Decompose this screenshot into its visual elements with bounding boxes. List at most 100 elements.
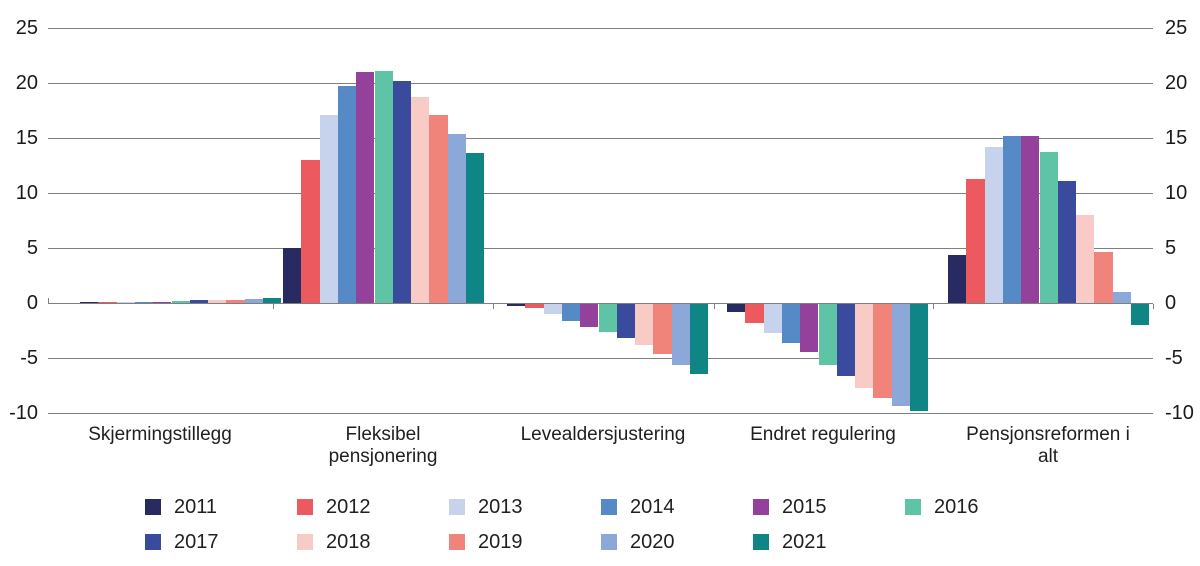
gridline: [48, 83, 1153, 84]
bar-2016-cat1: [374, 70, 393, 303]
legend-item-2020: 2020: [601, 529, 753, 555]
legend-item-2013: 2013: [449, 494, 601, 520]
x-axis-tick: [48, 298, 49, 303]
bar-2011-cat0: [80, 302, 99, 303]
bar-2017-cat4: [1057, 180, 1077, 303]
legend-swatch: [753, 499, 769, 515]
legend-swatch: [297, 499, 313, 515]
legend-label: 2020: [630, 530, 675, 553]
gridline: [48, 138, 1153, 139]
y-axis-tick-label-right: 15: [1165, 127, 1188, 149]
y-axis-tick-label-left: 25: [15, 17, 38, 39]
bar-2015-cat3: [800, 304, 819, 353]
legend-item-2012: 2012: [297, 494, 449, 520]
legend-label: 2012: [326, 495, 371, 518]
category-label: Pensjonsreformen i alt: [918, 424, 1178, 468]
gridline: [48, 28, 1153, 29]
y-axis-tick-label-right: 10: [1165, 182, 1188, 204]
bar-2019-cat3: [873, 304, 892, 398]
gridline: [48, 248, 1153, 249]
bar-2018-cat4: [1076, 215, 1095, 303]
bar-2016-cat2: [598, 304, 617, 332]
bar-2017-cat1: [392, 80, 412, 303]
category-label-line: Endret regulering: [750, 424, 896, 445]
y-axis-tick-label-left: -5: [20, 347, 38, 369]
bar-2014-cat2: [561, 304, 581, 321]
legend-swatch: [145, 534, 161, 550]
bar-2013-cat0: [116, 301, 135, 303]
bar-2013-cat4: [984, 146, 1003, 303]
bar-2016-cat4: [1039, 152, 1058, 303]
y-axis-tick-label-left: 10: [15, 182, 38, 204]
y-axis-tick-label-right: 25: [1165, 17, 1188, 39]
legend-item-2016: 2016: [905, 494, 1057, 520]
y-axis-tick-label-left: -10: [9, 402, 38, 424]
bar-2012-cat3: [745, 304, 764, 323]
bar-2015-cat1: [356, 72, 375, 303]
legend-label: 2016: [934, 495, 979, 518]
x-axis-tick: [933, 304, 934, 309]
bar-2011-cat1: [283, 248, 302, 303]
bar-2021-cat0: [263, 297, 282, 303]
bar-2012-cat2: [525, 304, 544, 309]
bar-2020-cat0: [244, 298, 263, 303]
category-label-line: Fleksibel: [345, 424, 421, 445]
bar-2021-cat3: [910, 304, 929, 411]
bar-2018-cat1: [411, 97, 430, 303]
bar-2011-cat3: [727, 304, 746, 312]
bar-2013-cat1: [319, 114, 338, 303]
bar-2013-cat3: [763, 304, 782, 333]
legend-swatch: [449, 499, 465, 515]
bar-2013-cat2: [543, 304, 562, 314]
bar-2021-cat4: [1131, 304, 1150, 325]
bar-2018-cat0: [208, 299, 227, 303]
y-axis-tick-label-left: 5: [26, 237, 38, 259]
bar-2018-cat3: [855, 304, 874, 388]
bar-2014-cat0: [134, 301, 154, 303]
legend: 2011 2012 2013 2014 2015 2016 2017 2018 2019 2020…: [145, 494, 1057, 555]
bar-2020-cat2: [671, 304, 690, 365]
category-label-line: alt: [1037, 446, 1059, 467]
y-axis-tick-label-right: -5: [1165, 347, 1183, 369]
bar-2020-cat3: [891, 304, 910, 407]
x-axis-tick: [1153, 304, 1154, 309]
bar-2011-cat2: [507, 304, 526, 307]
bar-2017-cat3: [836, 304, 856, 376]
category-label: Levealdersjustering: [473, 424, 733, 446]
bar-2016-cat3: [818, 304, 837, 365]
y-axis-tick-label-right: 5: [1165, 237, 1177, 259]
legend-item-2021: 2021: [753, 529, 905, 555]
legend-item-2017: 2017: [145, 529, 297, 555]
bar-2018-cat2: [635, 304, 654, 345]
legend-swatch: [601, 499, 617, 515]
y-axis-tick-label-left: 20: [15, 72, 38, 94]
bar-2019-cat2: [653, 304, 672, 354]
legend-label: 2014: [630, 495, 675, 518]
y-axis-tick-label-right: 0: [1165, 292, 1177, 314]
gridline: [48, 358, 1153, 359]
legend-item-2011: 2011: [145, 494, 297, 520]
legend-label: 2015: [782, 495, 827, 518]
category-label-line: Levealdersjustering: [520, 424, 686, 445]
legend-swatch: [449, 534, 465, 550]
category-label-line: pensjonering: [328, 446, 438, 467]
y-axis-tick-label-right: 20: [1165, 72, 1188, 94]
legend-swatch: [601, 534, 617, 550]
gridline: [48, 413, 1153, 414]
legend-item-2018: 2018: [297, 529, 449, 555]
zero-axis-line: [48, 303, 1153, 304]
category-label-line: Skjermingstillegg: [88, 424, 232, 445]
y-axis-tick-label-left: 15: [15, 127, 38, 149]
legend-label: 2018: [326, 530, 371, 553]
bar-2019-cat4: [1094, 252, 1113, 303]
legend-item-2019: 2019: [449, 529, 601, 555]
bar-2016-cat0: [171, 300, 190, 303]
gridline: [48, 193, 1153, 194]
bar-2020-cat4: [1112, 292, 1131, 303]
bar-2015-cat4: [1021, 135, 1040, 303]
category-label: Fleksibel pensjonering: [253, 424, 513, 468]
bar-2011-cat4: [948, 254, 967, 303]
legend-swatch: [753, 534, 769, 550]
bar-2015-cat2: [580, 304, 599, 328]
